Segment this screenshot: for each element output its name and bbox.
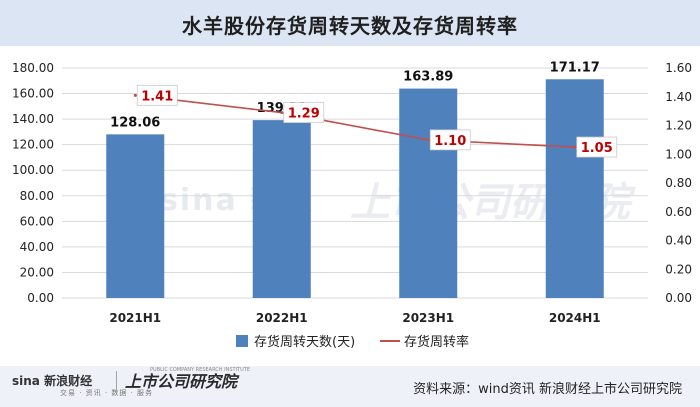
- line-point: [280, 111, 284, 115]
- y-right-tick-label: 0.80: [665, 176, 692, 190]
- chart-title: 水羊股份存货周转天数及存货周转率: [182, 14, 518, 38]
- bar-data-label: 171.17: [550, 60, 600, 75]
- y-right-tick-label: 1.60: [665, 61, 692, 75]
- bar: [252, 120, 311, 299]
- legend-label-bar: 存货周转天数(天): [254, 334, 355, 350]
- y-right-tick-label: 0.40: [665, 234, 692, 248]
- line-data-label: 1.41: [141, 89, 173, 104]
- sina-name: 新浪财经: [44, 374, 93, 388]
- bar: [106, 134, 165, 298]
- bar: [399, 88, 458, 299]
- y-left-tick-label: 80.00: [20, 189, 54, 203]
- bar-data-label: 128.06: [110, 115, 160, 130]
- x-tick-label: 2023H1: [402, 311, 454, 325]
- source-text: 资料来源：wind资讯 新浪财经上市公司研究院: [413, 382, 682, 397]
- institute-logo: 上市公司研究院: [125, 372, 238, 391]
- line-data-label: 1.05: [581, 141, 613, 156]
- sina-logo: sina 新浪财经: [12, 372, 92, 389]
- sina-tags: 交易 · 资讯 · 数据 · 服务: [60, 389, 154, 397]
- y-left-tick-label: 120.00: [12, 138, 54, 152]
- series-line: [135, 94, 575, 148]
- x-tick-label: 2024H1: [549, 311, 601, 325]
- line-label-box: [429, 129, 471, 151]
- y-left-tick-label: 60.00: [20, 214, 54, 228]
- line-data-label: 1.10: [434, 134, 466, 149]
- x-tick-label: 2021H1: [109, 311, 161, 325]
- logo-divider: [116, 371, 117, 393]
- y-left-tick-label: 180.00: [12, 61, 54, 75]
- y-left-tick-label: 20.00: [20, 265, 54, 279]
- y-right-tick-label: 0.00: [665, 291, 692, 305]
- y-left-tick-label: 160.00: [12, 87, 54, 101]
- y-left-tick-label: 0.00: [27, 291, 54, 305]
- line-point: [426, 138, 430, 142]
- line-label-box: [136, 84, 178, 106]
- line-label-box: [283, 102, 325, 123]
- bar-data-label: 163.89: [403, 70, 453, 85]
- y-right-tick-label: 0.20: [665, 262, 692, 276]
- title-bar: [0, 0, 700, 46]
- y-right-tick-label: 0.60: [665, 205, 692, 219]
- sina-brand: sina: [12, 374, 40, 388]
- y-right-tick-label: 1.00: [665, 147, 692, 161]
- chart-svg: 0.00 20.00 40.00 60.00 80.00 100.00 120.00 140.…: [12, 60, 692, 350]
- line-point: [133, 93, 137, 97]
- y-left-tick-label: 140.00: [12, 112, 54, 126]
- y-left-tick-label: 100.00: [12, 163, 54, 177]
- y-right-tick-label: 1.40: [665, 90, 692, 104]
- legend-label-line: 存货周转率: [404, 334, 469, 350]
- legend-swatch-bar: [236, 335, 248, 347]
- institute-en: PUBLIC COMPANY RESEARCH INSTITUTE: [150, 367, 250, 373]
- y-right-tick-label: 1.20: [665, 119, 692, 133]
- bar: [545, 79, 604, 298]
- line-label-box: [576, 136, 618, 158]
- x-tick-label: 2022H1: [256, 311, 308, 325]
- y-left-tick-label: 40.00: [20, 240, 54, 254]
- line-data-label: 1.29: [288, 107, 320, 122]
- line-point: [573, 145, 577, 149]
